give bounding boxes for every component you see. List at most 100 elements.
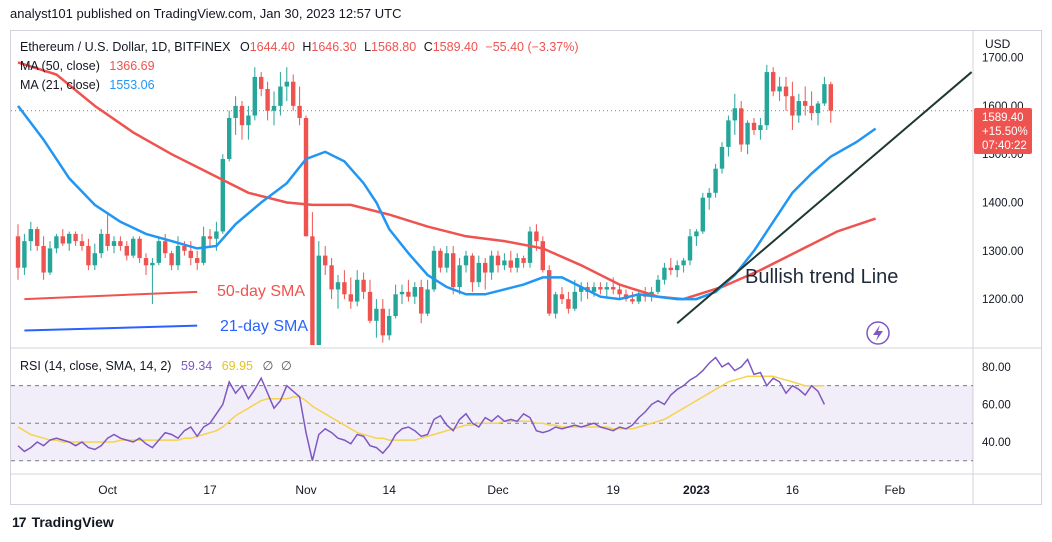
candle-body <box>425 289 430 314</box>
candle-body <box>579 287 584 292</box>
candle-body <box>79 241 85 246</box>
candle-body <box>41 245 46 273</box>
candle-body <box>540 241 545 271</box>
candle-body <box>662 267 667 280</box>
rsi-tick-label: 60.00 <box>982 399 1011 411</box>
candle-body <box>495 255 501 266</box>
ma50-line <box>17 61 876 301</box>
candle-body <box>297 105 302 118</box>
close-label: C <box>423 40 433 54</box>
candle-body <box>393 294 398 317</box>
candle-body <box>47 248 53 273</box>
price-tick-label: 1700.00 <box>982 53 1024 65</box>
ma50-label: MA (50, close) <box>20 59 100 73</box>
time-tick-label: 19 <box>607 483 621 497</box>
candle-body <box>111 241 117 246</box>
price-axis: 1700.001600.001500.001400.001300.001200.… <box>982 53 1024 307</box>
sma50-annotation: 50-day SMA <box>217 283 305 300</box>
candle-body <box>726 120 731 147</box>
ma21-label: MA (21, close) <box>20 78 100 92</box>
candle-body <box>227 117 232 160</box>
lightning-icon[interactable] <box>866 321 890 345</box>
candle-body <box>547 270 552 314</box>
candle-body <box>790 96 795 116</box>
time-tick-label: 14 <box>383 483 397 497</box>
sma21-annotation-line <box>24 324 198 332</box>
rsi-legend: RSI (14, close, SMA, 14, 2) 59.34 69.95 … <box>20 358 292 373</box>
candle-body <box>99 233 104 254</box>
candle-body <box>508 260 513 268</box>
candle-body <box>438 250 443 268</box>
candle-body <box>668 267 673 271</box>
candle-body <box>387 316 392 336</box>
candle-body <box>796 101 801 116</box>
publisher-header: analyst101 published on TradingView.com,… <box>10 6 402 21</box>
candle-body <box>259 76 264 89</box>
candle-body <box>675 265 680 271</box>
candle-body <box>271 105 277 111</box>
trend-annotation: Bullish trend Line <box>745 266 898 288</box>
candle-body <box>195 258 200 263</box>
candle-body <box>342 282 347 295</box>
candle-body <box>182 245 187 251</box>
candle-body <box>431 250 437 290</box>
candle-body <box>483 262 488 273</box>
rsi-line <box>17 356 826 461</box>
candle-body <box>412 287 417 297</box>
candle-body <box>489 255 494 273</box>
sma21-annotation: 21-day SMA <box>220 318 308 335</box>
candle-body <box>566 299 571 309</box>
open-value: 1644.40 <box>249 40 295 54</box>
candle-body <box>822 84 827 104</box>
candle-body <box>771 72 776 92</box>
candle-body <box>265 88 270 111</box>
candle-body <box>214 231 219 239</box>
rsi-value: 59.34 <box>180 359 213 373</box>
candle-body <box>572 291 577 309</box>
candle-body <box>67 233 72 244</box>
candle-body <box>700 197 705 232</box>
rsi-tick-label: 80.00 <box>982 362 1011 374</box>
candle-body <box>15 236 21 268</box>
candle-body <box>303 117 309 237</box>
na-value-1: ∅ <box>262 359 274 373</box>
open-label: O <box>239 40 250 54</box>
change-value: −55.40 (−3.37%) <box>485 40 579 54</box>
candle-body <box>419 287 424 314</box>
ma50-value: 1366.69 <box>109 59 155 73</box>
candle-body <box>828 84 833 111</box>
price-tick-label: 1400.00 <box>982 197 1024 209</box>
candle-body <box>188 250 193 259</box>
candle-body <box>707 192 712 198</box>
candle-body <box>604 287 609 290</box>
candle-body <box>751 122 757 131</box>
candles <box>15 64 833 345</box>
candle-body <box>124 245 129 256</box>
low-value: 1568.80 <box>371 40 417 54</box>
candle-body <box>28 229 33 242</box>
time-tick-label: 2023 <box>683 483 710 497</box>
rsi-label: RSI (14, close, SMA, 14, 2) <box>20 359 172 373</box>
candle-body <box>611 287 616 290</box>
candle-body <box>246 115 251 126</box>
candle-body <box>444 253 449 268</box>
candle-body <box>316 255 321 345</box>
time-tick-label: Oct <box>98 483 117 497</box>
candle-body <box>745 122 750 145</box>
candle-body <box>323 255 328 266</box>
main-legend: Ethereum / U.S. Dollar, 1D, BITFINEX O16… <box>20 38 579 95</box>
candle-body <box>681 260 686 266</box>
candle-body <box>73 233 78 242</box>
candle-body <box>502 260 507 266</box>
tradingview-footer[interactable]: 17 TradingView <box>12 514 114 530</box>
price-tick-label: 1300.00 <box>982 246 1024 258</box>
candle-body <box>598 287 603 290</box>
candle-body <box>380 308 385 336</box>
candle-body <box>348 294 353 302</box>
candle-body <box>764 72 769 126</box>
candle-body <box>284 81 289 87</box>
candle-body <box>54 236 59 249</box>
ma21-value: 1553.06 <box>109 78 155 92</box>
candle-body <box>815 103 821 114</box>
